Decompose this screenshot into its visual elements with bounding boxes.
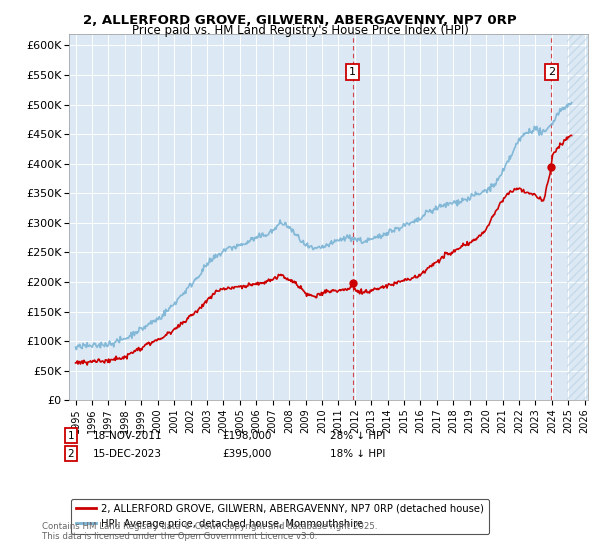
Text: £395,000: £395,000 (222, 449, 271, 459)
Text: 28% ↓ HPI: 28% ↓ HPI (330, 431, 385, 441)
Text: 18-NOV-2011: 18-NOV-2011 (93, 431, 163, 441)
Text: £198,000: £198,000 (222, 431, 271, 441)
Text: 15-DEC-2023: 15-DEC-2023 (93, 449, 162, 459)
Bar (567, 34, 588, 400)
Text: Contains HM Land Registry data © Crown copyright and database right 2025.
This d: Contains HM Land Registry data © Crown c… (42, 522, 377, 542)
Text: 1: 1 (349, 67, 356, 77)
Bar (567, 34, 588, 400)
Legend: 2, ALLERFORD GROVE, GILWERN, ABERGAVENNY, NP7 0RP (detached house), HPI: Average: 2, ALLERFORD GROVE, GILWERN, ABERGAVENNY… (71, 499, 489, 534)
Text: 2: 2 (548, 67, 555, 77)
Text: 2: 2 (67, 449, 74, 459)
Text: 2, ALLERFORD GROVE, GILWERN, ABERGAVENNY, NP7 0RP: 2, ALLERFORD GROVE, GILWERN, ABERGAVENNY… (83, 14, 517, 27)
Text: 1: 1 (67, 431, 74, 441)
Text: 18% ↓ HPI: 18% ↓ HPI (330, 449, 385, 459)
Text: Price paid vs. HM Land Registry's House Price Index (HPI): Price paid vs. HM Land Registry's House … (131, 24, 469, 37)
